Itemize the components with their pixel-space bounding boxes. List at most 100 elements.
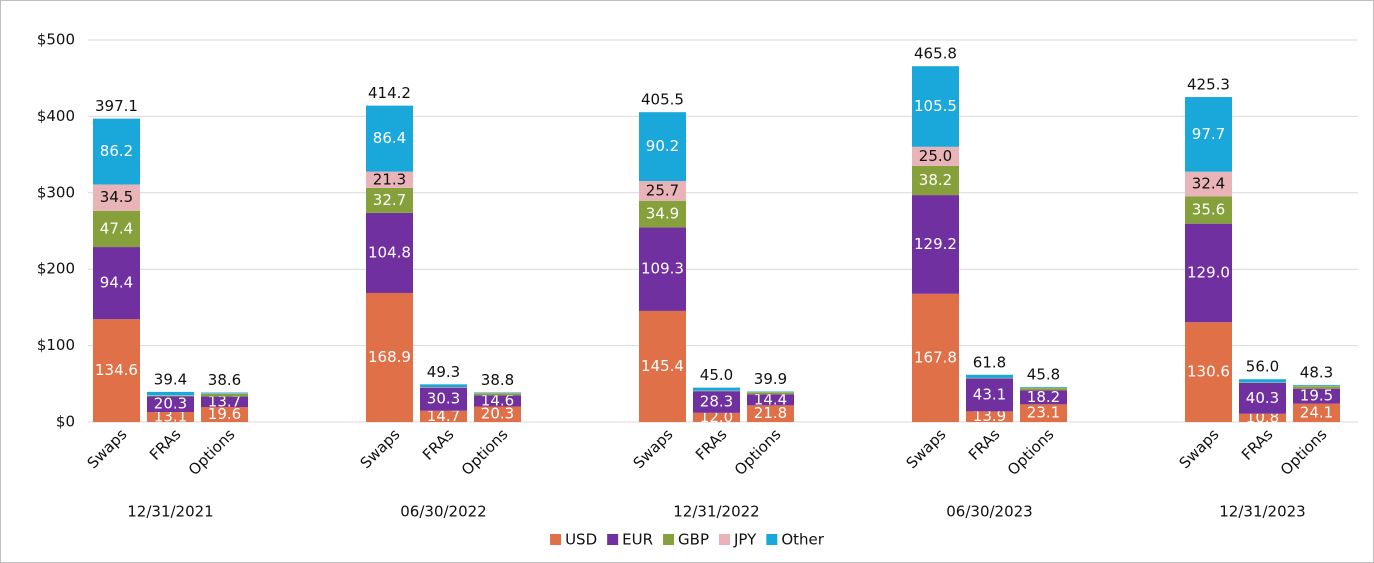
value-label: 13.9	[973, 407, 1006, 425]
total-label: 56.0	[1246, 358, 1279, 376]
value-label: 168.9	[368, 348, 411, 366]
x-tick-label: FRAs	[692, 425, 731, 464]
value-label: 14.6	[481, 391, 514, 409]
bar-segment	[1239, 379, 1286, 383]
bar-segment	[1185, 196, 1232, 224]
legend-label: Other	[781, 531, 824, 549]
value-label: 47.4	[100, 219, 133, 237]
total-label: 48.3	[1300, 364, 1333, 382]
bar-segment	[1020, 404, 1067, 422]
bar-segment	[639, 112, 686, 182]
value-label: 13.7	[208, 392, 241, 410]
bar-segment	[366, 212, 413, 293]
bar-segment	[1293, 385, 1340, 386]
value-label: 86.4	[373, 129, 406, 147]
bar-segment	[912, 195, 959, 294]
x-tick-label: FRAs	[419, 425, 458, 464]
bar-segment	[366, 187, 413, 213]
total-label: 397.1	[95, 97, 138, 115]
y-tick-label: $200	[37, 260, 75, 278]
x-tick-label: Swaps	[630, 425, 677, 472]
bar-segment	[147, 395, 194, 397]
bar-segment	[966, 411, 1013, 422]
value-label: 20.3	[481, 405, 514, 423]
x-tick-label: Options	[185, 425, 239, 479]
bar-segment	[147, 391, 194, 396]
value-label: 167.8	[914, 348, 957, 366]
bar-segment	[474, 406, 521, 422]
bar-segment	[912, 146, 959, 166]
value-label: 134.6	[95, 361, 138, 379]
bar-segment	[912, 165, 959, 196]
bar-segment	[93, 210, 140, 248]
group-label: 06/30/2023	[946, 503, 1032, 521]
total-label: 414.2	[368, 84, 411, 102]
bar-segment	[1293, 403, 1340, 422]
value-label: 34.5	[100, 188, 133, 206]
bar-segment	[693, 412, 740, 422]
total-label: 38.8	[481, 371, 514, 389]
bar-segment	[474, 395, 521, 407]
legend-label: USD	[565, 531, 597, 549]
bar-segment	[201, 396, 248, 408]
bar-segment	[912, 66, 959, 147]
bar-segment	[639, 310, 686, 422]
legend-swatch	[663, 534, 675, 545]
bar-segment	[147, 411, 194, 422]
value-label: 97.7	[1192, 125, 1225, 143]
bar-segment	[1185, 223, 1232, 323]
total-label: 45.8	[1027, 366, 1060, 384]
legend-swatch	[719, 534, 731, 545]
bar-segment	[420, 387, 467, 411]
bar-segment	[912, 293, 959, 422]
value-label: 30.3	[427, 390, 460, 408]
value-label: 129.2	[914, 235, 957, 253]
value-label: 130.6	[1187, 363, 1230, 381]
value-label: 19.5	[1300, 387, 1333, 405]
x-tick-label: Swaps	[84, 425, 131, 472]
bar-segment	[93, 319, 140, 422]
value-label: 25.7	[646, 181, 679, 199]
y-tick-label: $100	[37, 336, 75, 354]
bar-segment	[201, 407, 248, 422]
total-label: 45.0	[700, 366, 733, 384]
group-label: 12/31/2022	[673, 503, 759, 521]
total-label: 49.3	[427, 363, 460, 381]
bar-segment	[366, 292, 413, 422]
value-label: 20.3	[154, 395, 187, 413]
total-label: 39.9	[754, 370, 787, 388]
group-label: 12/31/2021	[127, 503, 213, 521]
bar-segment	[147, 396, 194, 412]
x-tick-label: Swaps	[903, 425, 950, 472]
value-label: 19.6	[208, 405, 241, 423]
bar-segment	[474, 393, 521, 396]
x-tick-label: Options	[1004, 425, 1058, 479]
value-label: 40.3	[1246, 389, 1279, 407]
value-label: 90.2	[646, 137, 679, 155]
legend-label: JPY	[733, 531, 757, 549]
bar-segment	[639, 200, 686, 228]
total-label: 61.8	[973, 353, 1006, 371]
bar-segment	[1293, 386, 1340, 389]
legend-label: GBP	[678, 531, 709, 549]
bar-segment	[747, 394, 794, 406]
bar-segment	[474, 392, 521, 393]
y-tick-label: $400	[37, 107, 75, 125]
bar-segment	[1185, 322, 1232, 422]
bar-segment	[693, 391, 740, 413]
legend-swatch	[550, 534, 562, 545]
bar-segment	[201, 393, 248, 397]
y-tick-label: $500	[37, 31, 75, 49]
bar-segment	[966, 374, 1013, 378]
value-label: 104.8	[368, 243, 411, 261]
x-tick-label: Options	[1277, 425, 1331, 479]
bar-segment	[93, 247, 140, 320]
bar-segment	[1185, 171, 1232, 197]
value-label: 24.1	[1300, 403, 1333, 421]
value-label: 32.4	[1192, 175, 1225, 193]
bar-segment	[1239, 413, 1286, 422]
total-label: 38.6	[208, 371, 241, 389]
legend-swatch	[766, 534, 778, 545]
bar-segment	[201, 392, 248, 394]
